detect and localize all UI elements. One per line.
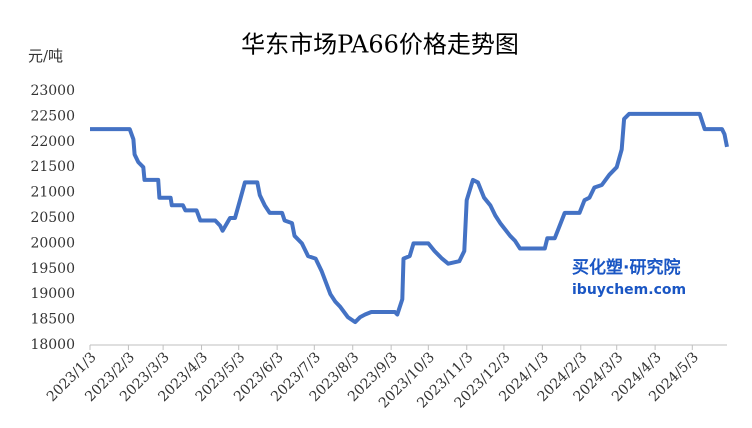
- price-line: [90, 111, 729, 325]
- chart-title: 华东市场PA66价格走势图: [241, 31, 519, 59]
- watermark: 买化塑·研究院: [572, 257, 680, 278]
- y-tick-label: 23000: [30, 83, 75, 99]
- watermark: ibuychem.com: [572, 282, 686, 298]
- y-tick-label: 18000: [30, 337, 75, 353]
- y-tick-label: 21500: [30, 159, 75, 175]
- y-tick-label: 20000: [30, 235, 75, 251]
- y-tick-label: 18500: [30, 312, 75, 328]
- y-axis-label: 元/吨: [28, 47, 63, 65]
- y-tick-label: 22000: [30, 134, 75, 150]
- y-tick-label: 19500: [30, 261, 75, 277]
- y-tick-label: 22500: [30, 108, 75, 124]
- y-tick-label: 19000: [30, 286, 75, 302]
- y-tick-label: 20500: [30, 210, 75, 226]
- y-tick-label: 21000: [30, 185, 75, 201]
